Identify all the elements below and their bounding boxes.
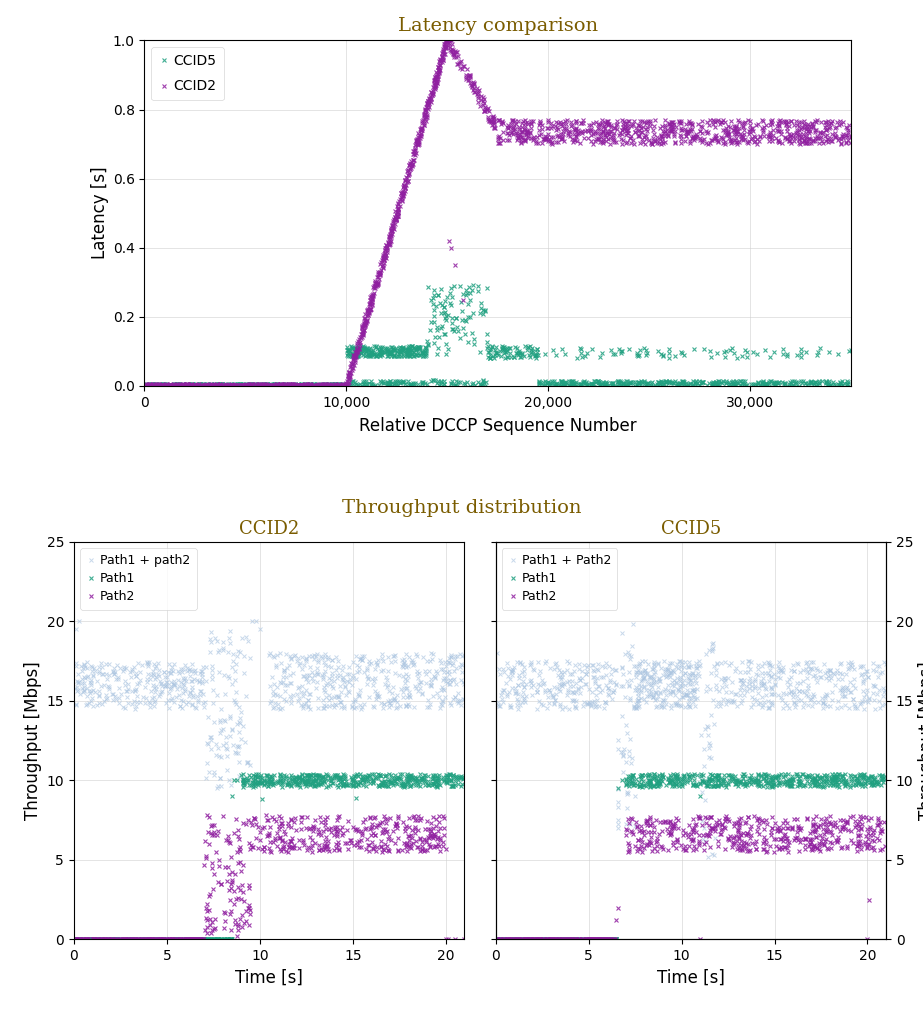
Path1 <box>653 777 664 789</box>
Path1 <box>458 771 469 783</box>
Path1 <box>274 774 285 786</box>
Line: Path1: Path1 <box>72 773 465 941</box>
Path1 + Path2 <box>585 699 596 711</box>
Path1 + path2 <box>304 688 315 700</box>
Path1 <box>68 933 79 945</box>
Path1 + path2 <box>186 684 198 696</box>
CCID2 <box>600 131 611 143</box>
Path2 <box>305 822 316 834</box>
Path1 <box>354 777 366 789</box>
Title: CCID5: CCID5 <box>661 519 721 537</box>
Path1 <box>821 772 832 784</box>
CCID5 <box>186 380 198 392</box>
Path1 + path2 <box>214 666 225 678</box>
Path2 <box>68 933 79 945</box>
Path2 <box>865 812 876 824</box>
CCID2 <box>313 380 324 392</box>
CCID5 <box>353 349 364 362</box>
Path2 <box>459 933 470 945</box>
CCID5 <box>388 348 399 361</box>
Path1 <box>260 769 271 781</box>
Path1 + path2 <box>74 615 85 627</box>
Path2 <box>432 833 443 845</box>
Legend: Path1 + Path2, Path1, Path2: Path1 + Path2, Path1, Path2 <box>502 548 617 610</box>
Y-axis label: Latency [s]: Latency [s] <box>90 167 109 260</box>
Line: Path1 + Path2: Path1 + Path2 <box>496 622 887 858</box>
Path1 + path2 <box>441 678 452 690</box>
Path2 <box>692 809 703 821</box>
Path1 + Path2 <box>516 690 527 702</box>
Path1 + Path2 <box>756 667 767 679</box>
CCID2 <box>794 129 805 141</box>
Line: Path2: Path2 <box>72 814 466 941</box>
CCID5 <box>235 379 246 391</box>
Line: Path1: Path1 <box>495 773 887 941</box>
Path1 + Path2 <box>880 658 891 670</box>
Path1 <box>643 768 654 780</box>
Path1 <box>873 776 884 788</box>
Path1 <box>707 774 718 786</box>
Path2 <box>868 840 879 852</box>
Line: Path1 + path2: Path1 + path2 <box>73 620 466 790</box>
Path2 <box>166 933 177 945</box>
CCID5 <box>477 376 488 388</box>
Path1 <box>108 933 119 945</box>
CCID2 <box>139 379 150 391</box>
Path2 <box>818 828 829 840</box>
X-axis label: Time [s]: Time [s] <box>657 969 725 987</box>
Title: Latency comparison: Latency comparison <box>398 17 598 34</box>
CCID5 <box>139 378 150 390</box>
Path1 + Path2 <box>702 851 713 864</box>
Path1 <box>752 779 763 791</box>
Path2 <box>490 933 501 945</box>
CCID2 <box>845 131 857 143</box>
Path2 <box>788 834 799 846</box>
Path1 + path2 <box>211 782 222 794</box>
Path1 <box>826 775 837 787</box>
Path1 + Path2 <box>511 685 522 697</box>
Line: Path2: Path2 <box>494 814 887 941</box>
Y-axis label: Throughput [Mbps]: Throughput [Mbps] <box>917 662 923 820</box>
Legend: Path1 + path2, Path1, Path2: Path1 + path2, Path1, Path2 <box>80 548 197 610</box>
Path1 + Path2 <box>551 682 562 694</box>
CCID2 <box>440 34 451 46</box>
Line: CCID2: CCID2 <box>143 38 853 388</box>
Path1 <box>491 933 502 945</box>
Path2 <box>261 809 272 821</box>
CCID2 <box>417 116 428 128</box>
Title: CCID2: CCID2 <box>239 519 299 537</box>
Legend: CCID5, CCID2: CCID5, CCID2 <box>151 47 223 100</box>
Path1 <box>352 768 363 780</box>
Path1 <box>303 769 314 781</box>
Path1 + path2 <box>412 650 423 663</box>
CCID5 <box>845 344 857 357</box>
Path2 <box>122 933 133 945</box>
CCID5 <box>468 279 479 291</box>
X-axis label: Time [s]: Time [s] <box>235 969 303 987</box>
X-axis label: Relative DCCP Sequence Number: Relative DCCP Sequence Number <box>359 416 637 434</box>
Path1 + path2 <box>264 697 275 709</box>
Path1 <box>880 771 891 783</box>
Path1 + path2 <box>459 693 470 705</box>
Text: Throughput distribution: Throughput distribution <box>342 499 581 517</box>
CCID2 <box>593 133 604 145</box>
Path1 + Path2 <box>628 617 639 629</box>
Path2 <box>880 840 891 852</box>
Path2 <box>657 842 668 854</box>
CCID2 <box>253 379 264 391</box>
Path2 <box>850 819 861 831</box>
Path2 <box>126 933 137 945</box>
Path1 + Path2 <box>492 647 503 660</box>
Path2 <box>188 933 199 945</box>
CCID2 <box>440 41 451 54</box>
CCID5 <box>352 379 363 391</box>
Line: CCID5: CCID5 <box>143 284 852 388</box>
Path1 + path2 <box>69 682 80 694</box>
CCID5 <box>169 378 180 390</box>
Path1 + Path2 <box>670 662 681 674</box>
Y-axis label: Throughput [Mbps]: Throughput [Mbps] <box>24 662 42 820</box>
Path1 <box>258 775 270 787</box>
